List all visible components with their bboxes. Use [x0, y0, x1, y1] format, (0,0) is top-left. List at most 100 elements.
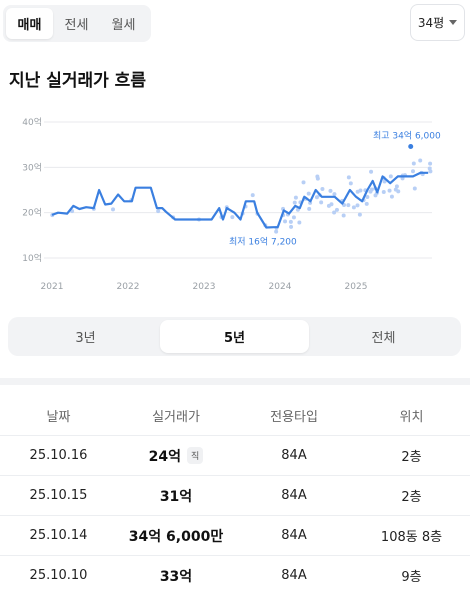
- row-floor: 2층: [401, 450, 422, 465]
- transaction-dot: [387, 188, 392, 193]
- transaction-dot: [394, 184, 399, 189]
- transaction-dot: [364, 201, 369, 206]
- transaction-dot: [355, 203, 360, 208]
- row-date: 25.10.15: [29, 488, 88, 503]
- transaction-dot: [320, 186, 325, 191]
- transaction-dot: [410, 169, 415, 174]
- transaction-dot: [368, 189, 373, 194]
- transaction-dot: [332, 192, 337, 197]
- row-date: 25.10.10: [29, 568, 88, 583]
- transaction-dot: [328, 188, 333, 193]
- transaction-dot: [411, 161, 416, 166]
- section-title: 지난 실거래가 흐름: [9, 71, 146, 91]
- transaction-dot: [418, 158, 423, 163]
- row-price: 34억 6,000만: [128, 528, 224, 545]
- transaction-dot: [389, 194, 394, 199]
- transaction-dot: [427, 166, 432, 171]
- row-price: 24억: [148, 448, 182, 465]
- x-tick-label: 2023: [193, 282, 216, 292]
- row-floor: 9층: [401, 570, 422, 585]
- table-row[interactable]: 25.10.16 24억 직 84A 2층: [0, 436, 470, 476]
- transaction-dot: [274, 229, 279, 234]
- tab-jeonse[interactable]: 전세: [64, 18, 89, 33]
- transaction-dot: [346, 175, 351, 180]
- max-point: [408, 143, 414, 149]
- transaction-dot: [334, 207, 339, 212]
- table-header-row: 날짜 실거래가 전용타입 위치: [0, 396, 470, 436]
- row-date: 25.10.16: [29, 448, 88, 463]
- transaction-dot: [315, 174, 320, 179]
- x-tick-label: 2025: [345, 282, 368, 292]
- transaction-dot: [307, 206, 312, 211]
- row-date: 25.10.14: [29, 528, 88, 543]
- transaction-dot: [341, 213, 346, 218]
- transaction-dot: [288, 219, 293, 224]
- transaction-dot: [346, 203, 351, 208]
- series-line: [51, 171, 429, 229]
- max-price-label: 최고 34억 6,000: [373, 129, 441, 141]
- transactions-table: 날짜 실거래가 전용타입 위치 25.10.16 24억 직 84A 2층 25…: [0, 396, 470, 594]
- deal-type-tabs: 매매 전세 월세: [3, 5, 151, 42]
- transaction-dot: [388, 174, 393, 179]
- row-type: 84A: [281, 568, 307, 583]
- transaction-dot: [301, 180, 306, 185]
- table-row[interactable]: 25.10.14 34억 6,000만 84A 108동 8층: [0, 516, 470, 556]
- period-tabs: 3년 5년 전체: [8, 317, 461, 356]
- row-price: 31억: [159, 488, 193, 505]
- transaction-dot: [293, 195, 298, 200]
- x-tick-label: 2021: [41, 282, 64, 292]
- transaction-dot: [319, 200, 324, 205]
- header-location: 위치: [399, 410, 424, 425]
- y-tick-label: 20억: [22, 207, 42, 219]
- row-price-cell: 24억 직: [117, 446, 235, 466]
- x-tick-label: 2024: [269, 282, 292, 292]
- transaction-dot: [351, 205, 356, 210]
- transaction-dot: [412, 186, 417, 191]
- row-type: 84A: [281, 528, 307, 543]
- direct-deal-badge: 직: [187, 447, 204, 464]
- transaction-dot: [283, 219, 288, 224]
- min-price-label: 최저 16억 7,200: [229, 236, 297, 248]
- row-floor: 2층: [401, 490, 422, 505]
- size-select-value: 34평: [417, 16, 445, 30]
- transaction-dot: [357, 212, 362, 217]
- row-type: 84A: [281, 448, 307, 463]
- header-type: 전용타입: [270, 410, 318, 425]
- y-tick-label: 10억: [22, 252, 42, 264]
- transaction-dot: [348, 181, 353, 186]
- transaction-dot: [289, 224, 294, 229]
- x-tick-label: 2022: [117, 282, 140, 292]
- caret-down-icon: [449, 20, 458, 25]
- transaction-dot: [381, 189, 386, 194]
- row-price-cell: 33억: [117, 566, 235, 586]
- tab-sale[interactable]: 매매: [6, 8, 53, 39]
- row-floor: 108동 8층: [380, 530, 443, 545]
- tab-period-3y[interactable]: 3년: [75, 331, 96, 346]
- size-select[interactable]: 34평: [410, 4, 465, 41]
- tab-period-5y[interactable]: 5년: [160, 320, 309, 353]
- table-row[interactable]: 25.10.10 33억 84A 9층: [0, 556, 470, 594]
- price-trend-chart: 40억 30억 20억 10억 2021 2022 2023 2024 2025 최고 34억 6…: [22, 116, 441, 292]
- transaction-dot: [111, 207, 116, 212]
- transaction-dot: [396, 189, 401, 194]
- transaction-dot: [329, 202, 334, 207]
- transaction-dot: [156, 209, 161, 214]
- table-row[interactable]: 25.10.15 31억 84A 2층: [0, 476, 470, 516]
- transaction-dot: [291, 215, 296, 220]
- header-date: 날짜: [46, 410, 71, 425]
- transaction-dot: [428, 161, 433, 166]
- section-divider: [0, 378, 470, 385]
- transaction-dot: [369, 169, 374, 174]
- transaction-dot: [250, 193, 255, 198]
- row-price: 33억: [159, 568, 193, 585]
- transaction-dot: [306, 191, 311, 196]
- transaction-dot: [358, 188, 363, 193]
- transaction-dot: [382, 179, 387, 184]
- row-price-cell: 31억: [117, 486, 235, 506]
- transaction-dot: [297, 220, 302, 225]
- tab-period-all[interactable]: 전체: [371, 331, 396, 346]
- transaction-dot: [230, 215, 235, 220]
- tab-monthly-rent[interactable]: 월세: [111, 18, 136, 33]
- y-tick-label: 40억: [22, 116, 42, 128]
- transaction-dot: [332, 210, 337, 215]
